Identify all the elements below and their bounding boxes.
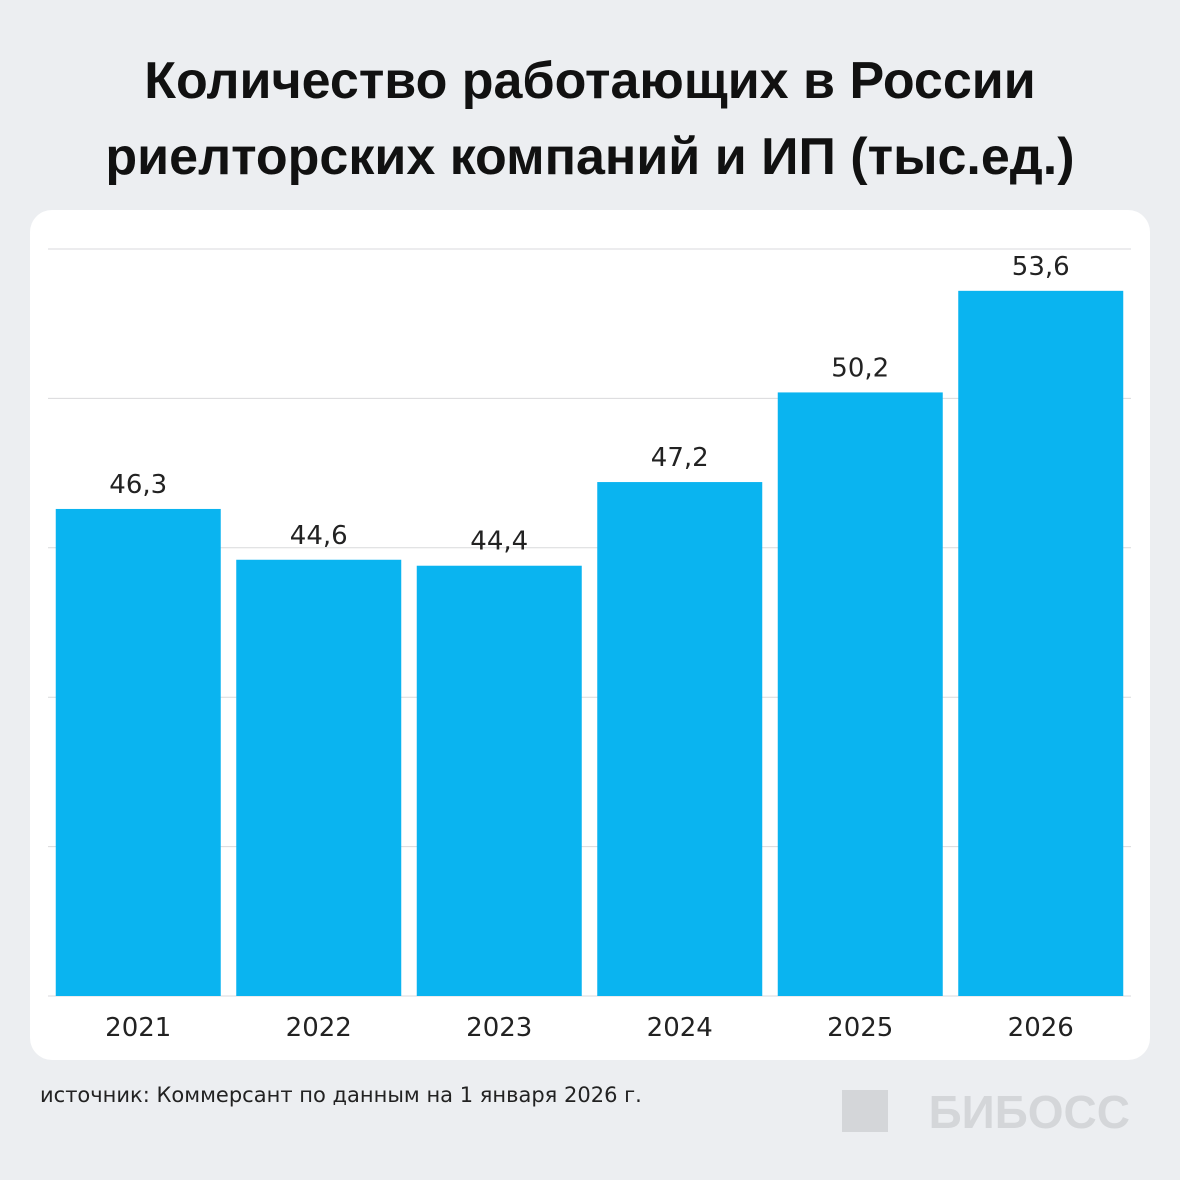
value-label: 44,6 <box>290 521 348 551</box>
x-tick-label: 2026 <box>1008 1013 1074 1043</box>
value-label: 44,4 <box>470 527 528 557</box>
x-tick-label: 2025 <box>827 1013 893 1043</box>
value-label: 50,2 <box>831 353 889 383</box>
bar <box>236 559 402 996</box>
bar <box>777 392 943 996</box>
value-label: 47,2 <box>651 443 709 473</box>
value-label: 53,6 <box>1012 252 1070 282</box>
logo: БИБОСС <box>929 1086 1130 1138</box>
chart-title: Количество работающих в России <box>144 52 1035 110</box>
bar <box>416 565 582 996</box>
value-label: 46,3 <box>109 470 167 500</box>
bar <box>958 290 1124 996</box>
source: источник: Коммерсант по данным на 1 янва… <box>40 1083 642 1107</box>
bar <box>55 508 221 996</box>
x-tick-label: 2024 <box>647 1013 713 1043</box>
bar <box>597 482 763 997</box>
x-tick-label: 2021 <box>105 1013 171 1043</box>
chart-title: риелторских компаний и ИП (тыс.ед.) <box>105 128 1074 186</box>
x-tick-label: 2022 <box>286 1013 352 1043</box>
logo-icon <box>842 1090 888 1132</box>
x-tick-label: 2023 <box>466 1013 532 1043</box>
